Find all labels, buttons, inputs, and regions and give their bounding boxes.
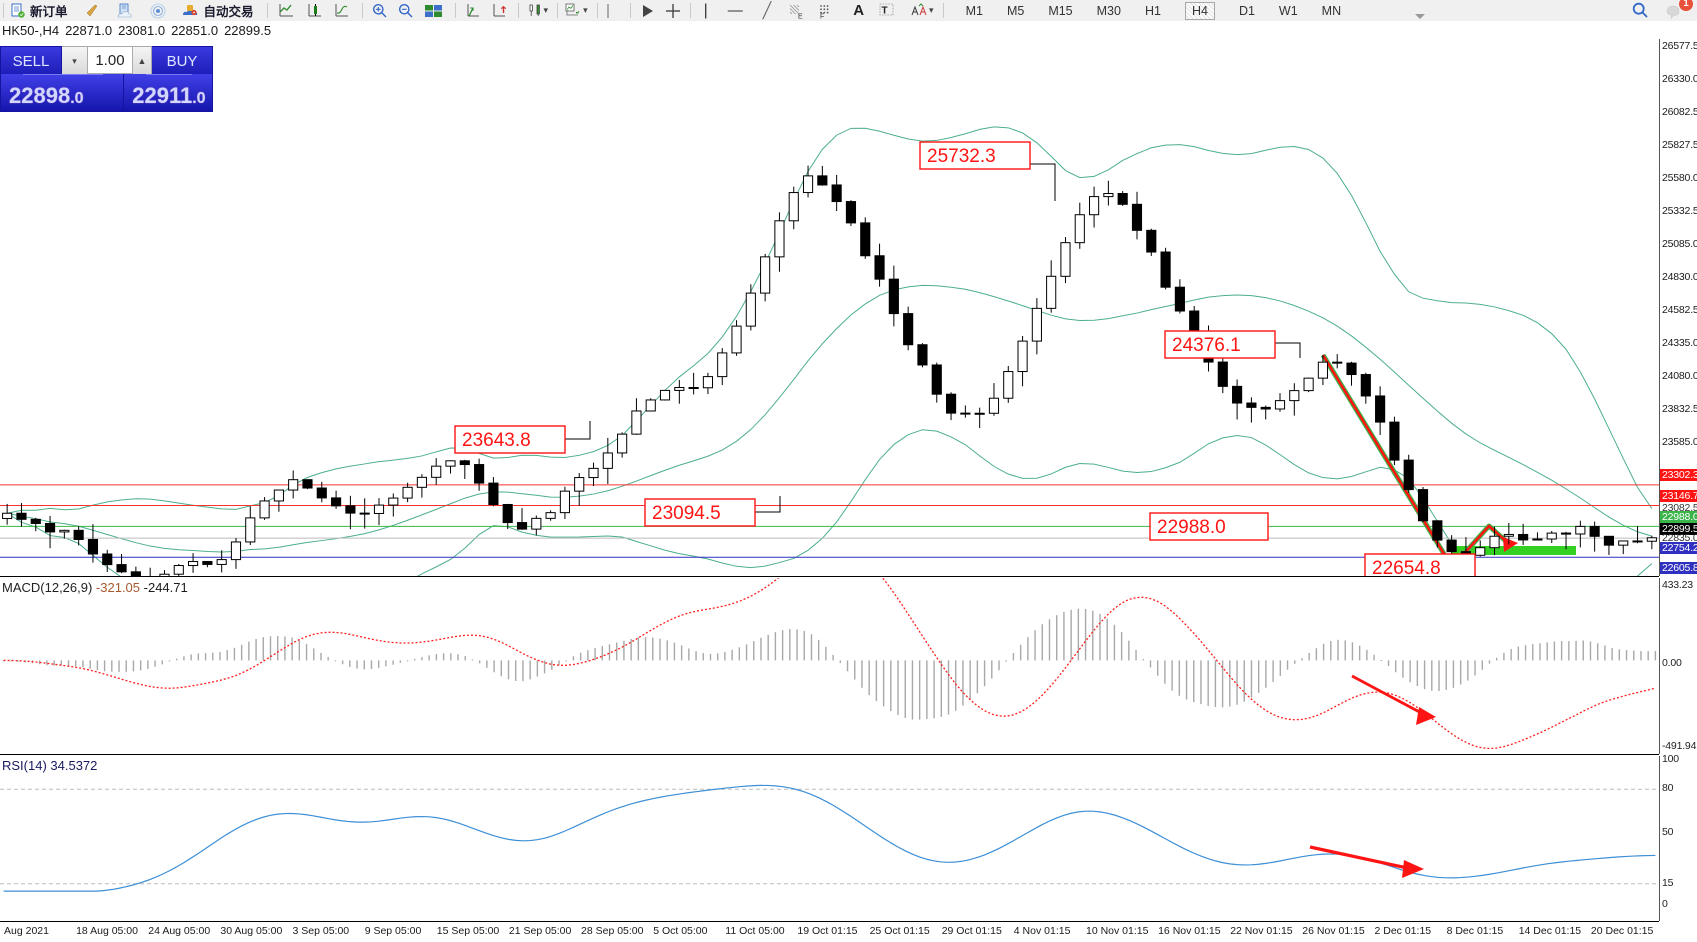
svg-text:T: T [882, 5, 888, 16]
svg-text:23643.8: 23643.8 [462, 430, 531, 451]
svg-text:24376.1: 24376.1 [1172, 335, 1241, 356]
svg-text:F: F [820, 13, 824, 19]
svg-text:22654.8: 22654.8 [1372, 558, 1441, 579]
svg-text:22988.0: 22988.0 [1157, 517, 1226, 538]
svg-text:23094.5: 23094.5 [652, 503, 721, 524]
svg-text:E: E [798, 13, 803, 19]
svg-text:25732.3: 25732.3 [927, 146, 996, 167]
